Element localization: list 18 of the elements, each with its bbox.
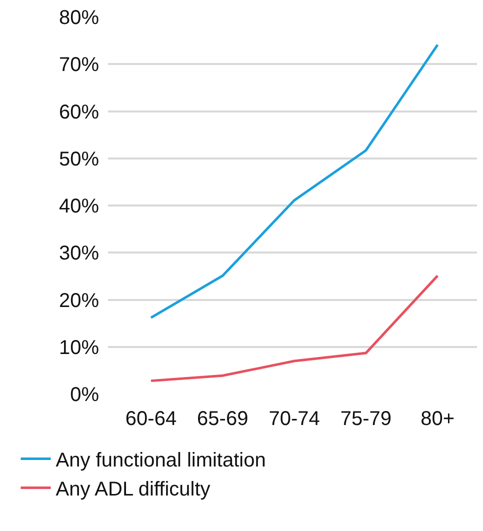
legend-label: Any ADL difficulty bbox=[56, 478, 210, 501]
legend-label: Any functional limitation bbox=[56, 450, 266, 472]
y-tick-label: 60% bbox=[58, 101, 100, 124]
y-tick-label: 20% bbox=[58, 290, 100, 312]
x-tick-label: 75-79 bbox=[340, 408, 392, 430]
y-tick-label: 30% bbox=[58, 242, 100, 265]
y-tick-label: 80% bbox=[58, 7, 100, 29]
y-tick-label: 10% bbox=[58, 336, 100, 359]
line-series bbox=[150, 274, 439, 382]
y-tick-label: 50% bbox=[58, 148, 100, 170]
x-tick-label: 60-64 bbox=[125, 408, 177, 430]
x-tick-label: 80+ bbox=[420, 408, 455, 430]
x-tick-label: 70-74 bbox=[268, 408, 320, 430]
x-tick-label: 65-69 bbox=[197, 408, 248, 430]
y-tick-label: 70% bbox=[58, 54, 100, 76]
line-series bbox=[150, 44, 439, 319]
y-tick-label: 0% bbox=[70, 384, 100, 406]
y-tick-label: 40% bbox=[58, 196, 100, 218]
